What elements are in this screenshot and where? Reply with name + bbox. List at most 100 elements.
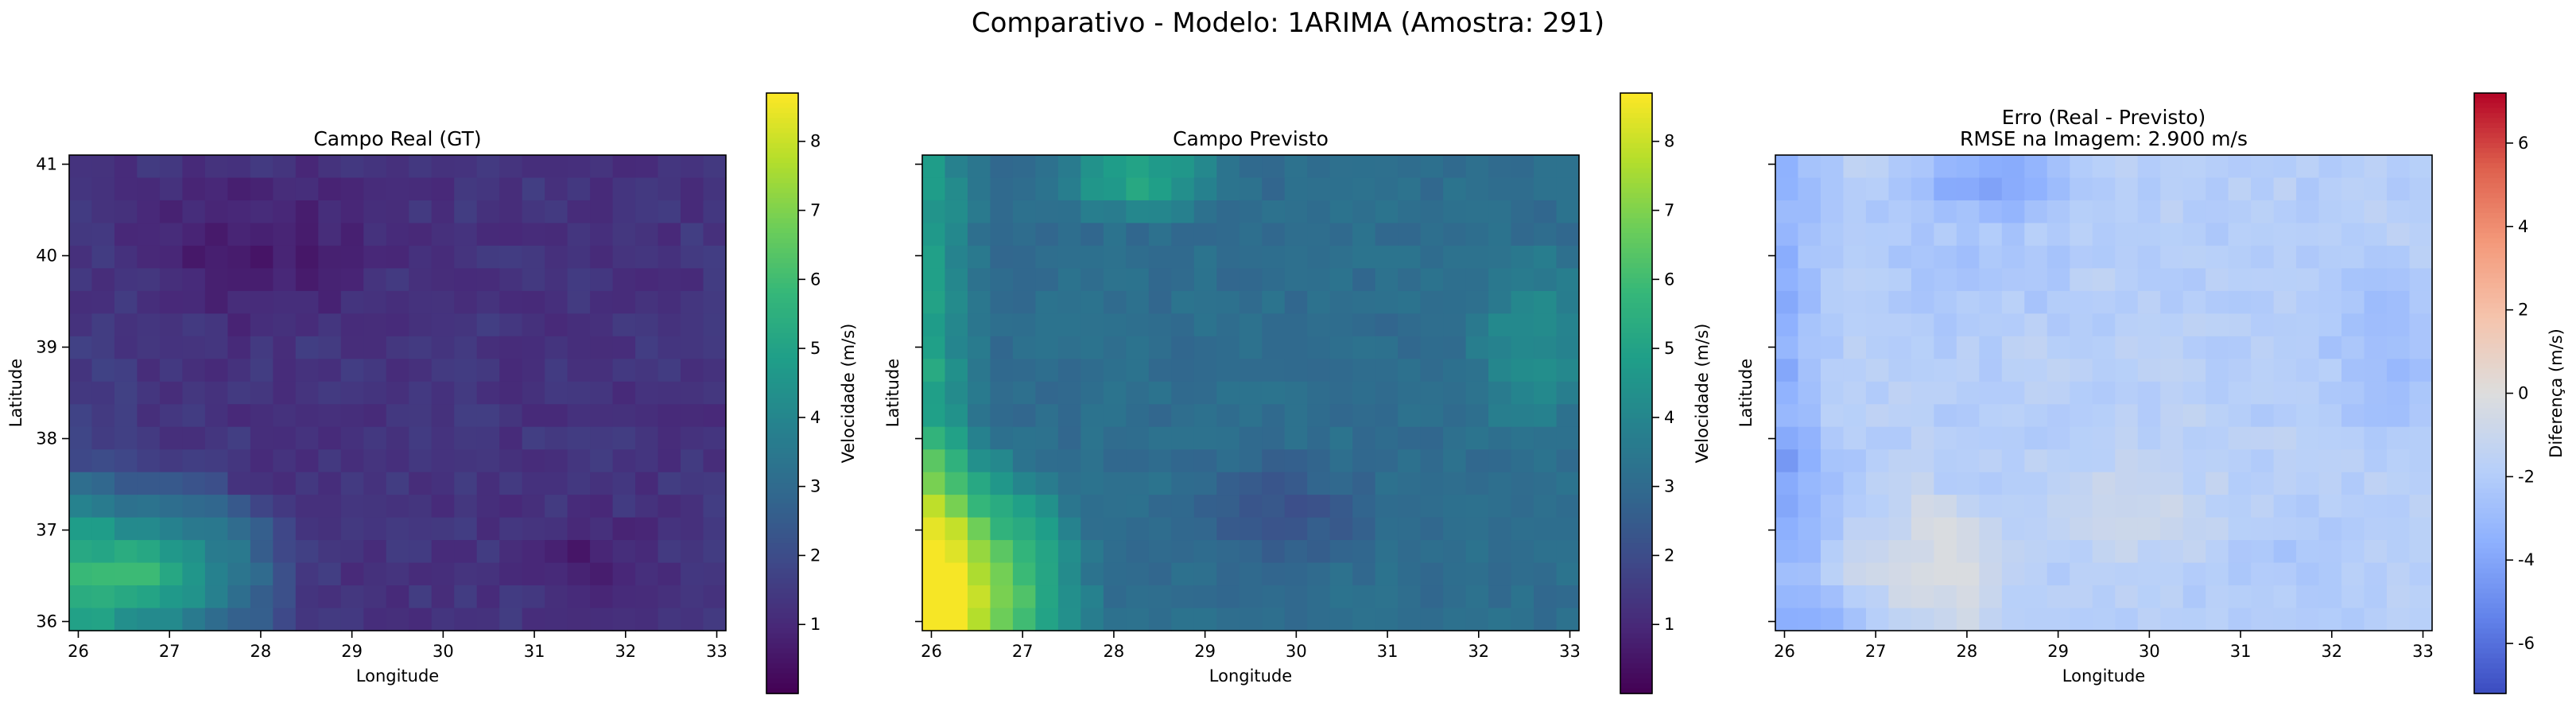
heatmap-cell [1216,290,1240,314]
heatmap-cell [1956,472,1980,495]
heatmap-cell [1080,562,1104,586]
heatmap-cell [1511,608,1534,631]
heatmap-cell [386,177,409,201]
heatmap-cell [273,290,297,314]
heatmap-cell [703,290,727,314]
x-tick-label: 32 [1468,642,1489,661]
heatmap-cell [2160,381,2184,405]
heatmap-cell [1534,562,1558,586]
heatmap-cell [612,426,636,450]
heatmap-cell [635,540,659,564]
colorbar-segment [766,408,798,414]
heatmap-cell [1193,426,1217,450]
heatmap-cell [2160,177,2184,201]
heatmap-cell [1035,562,1059,586]
heatmap-cell [363,200,387,224]
heatmap-cell [945,517,968,541]
colorbar-segment [766,343,798,349]
colorbar-segment [2474,513,2506,519]
heatmap-cell [658,223,681,247]
heatmap-cell [1307,200,1331,224]
heatmap-cell [2318,608,2342,631]
heatmap-cell [1035,404,1059,428]
heatmap-cell [227,472,251,495]
heatmap-cell [1888,155,1912,179]
heatmap-cell [386,313,409,337]
heatmap-cell [1420,585,1444,609]
heatmap-cell [1775,404,1799,428]
heatmap-cell [1262,155,1286,179]
heatmap-cell [159,608,184,631]
heatmap-cell [454,540,478,564]
heatmap-cell [1035,585,1059,609]
heatmap-cell [2001,245,2025,269]
heatmap-cell [612,223,636,247]
heatmap-cell [1820,336,1845,359]
colorbar-segment [2474,663,2506,670]
heatmap-cell [363,495,387,519]
heatmap-cell [159,200,184,224]
heatmap-cell [2364,223,2388,247]
heatmap-cell [1956,268,1980,292]
heatmap-cell [1239,426,1263,450]
heatmap-cell [2251,223,2275,247]
colorbar-segment [2474,428,2506,434]
heatmap-cell [454,426,478,450]
heatmap-cell [522,540,545,564]
y-tick-label: 41 [36,155,57,174]
heatmap-cell [2070,245,2093,269]
heatmap-cell [91,155,115,179]
heatmap-cell [2387,540,2411,564]
heatmap-cell [635,177,659,201]
colorbar-segment [2474,173,2506,179]
heatmap-cell [967,585,991,609]
heatmap-cell [2070,585,2093,609]
heatmap-cell [1193,245,1217,269]
heatmap-cell [1420,381,1444,405]
heatmap-cell [182,517,206,541]
heatmap-cell [1511,562,1534,586]
heatmap-cell [1103,404,1127,428]
colorbar-segment [2474,273,2506,279]
heatmap-cell [476,155,500,179]
heatmap-cell [1534,449,1558,473]
heatmap-cell [2228,200,2252,224]
heatmap-cell [567,517,591,541]
heatmap-cell [1956,245,1980,269]
colorbar-tick-label: -4 [2518,550,2535,569]
heatmap-cell [2273,336,2297,359]
heatmap-cell [1262,472,1286,495]
colorbar-segment [1620,328,1652,334]
heatmap-cell [2228,223,2252,247]
x-tick-label: 32 [615,642,636,661]
colorbar-segment [766,548,798,554]
heatmap-cell [590,290,614,314]
heatmap-cell [522,359,545,383]
heatmap-cell [1443,404,1467,428]
heatmap-cell [2273,426,2297,450]
colorbar-segment [766,423,798,429]
heatmap-cell [295,472,319,495]
colorbar-segment [766,593,798,600]
heatmap-cell [2137,608,2161,631]
heatmap-cell [318,336,342,359]
heatmap-cell [590,562,614,586]
colorbar-segment [2474,288,2506,294]
heatmap-cell [250,449,274,473]
heatmap-cell [2273,268,2297,292]
heatmap-cell [295,200,319,224]
colorbar-segment [1620,553,1652,559]
heatmap-cell [1820,540,1845,564]
heatmap-cell [1012,608,1037,631]
heatmap-cell [522,381,545,405]
heatmap-cell [1843,245,1867,269]
heatmap-cell [1775,517,1799,541]
heatmap-cell [2251,517,2275,541]
heatmap-cell [1534,404,1558,428]
heatmap-cell [159,540,184,564]
heatmap-cell [1057,359,1081,383]
colorbar-segment [766,603,798,609]
heatmap-cell [1465,472,1489,495]
heatmap-cell [1352,290,1376,314]
heatmap-cell [1171,223,1195,247]
